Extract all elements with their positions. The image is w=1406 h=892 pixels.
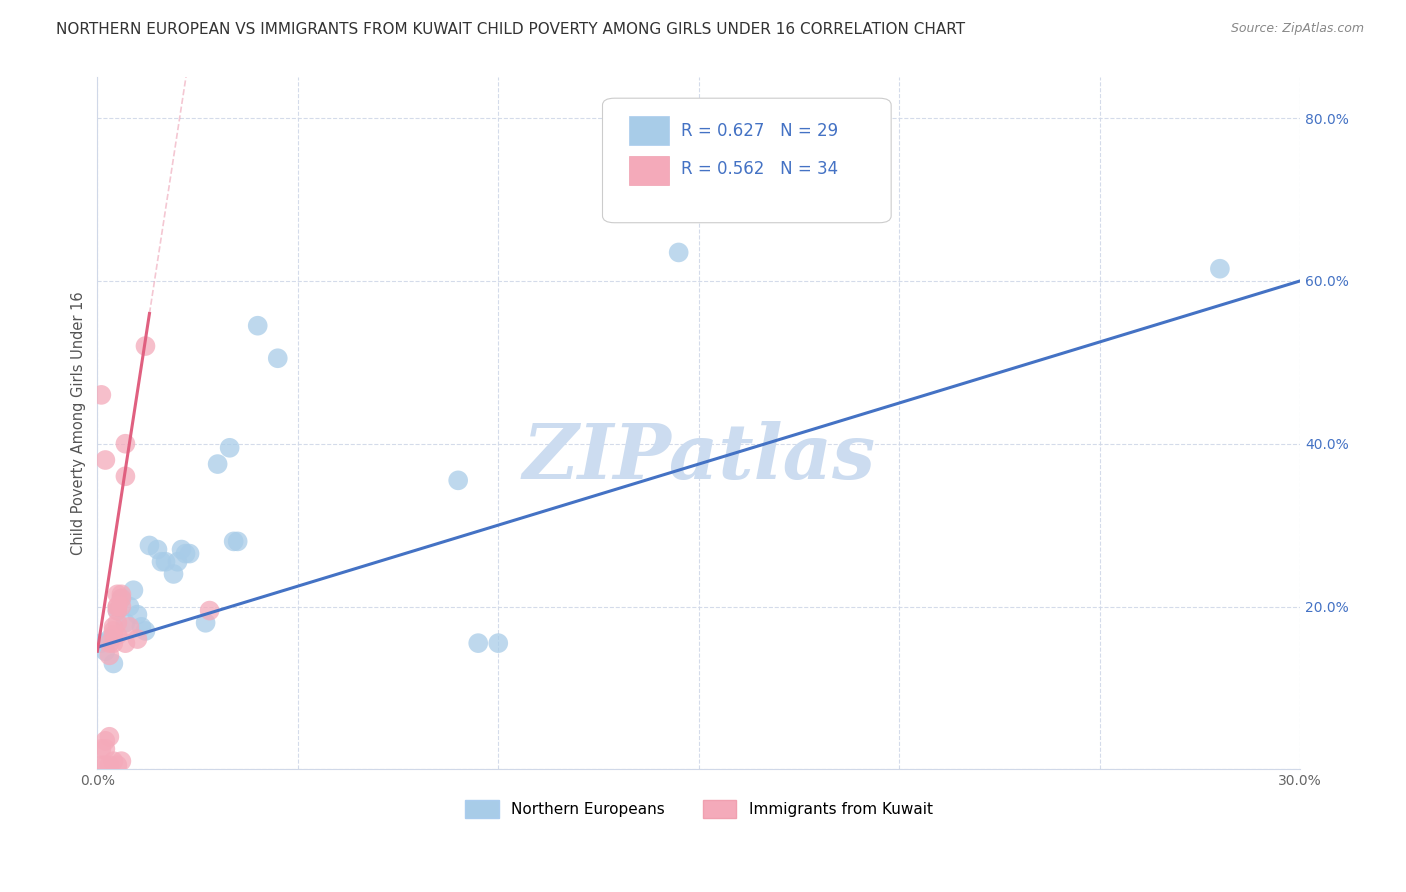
Point bbox=[267, 351, 290, 366]
Point bbox=[110, 599, 132, 614]
Point bbox=[90, 758, 112, 772]
Point bbox=[150, 555, 173, 569]
Point bbox=[98, 730, 121, 744]
Point bbox=[467, 636, 489, 650]
Point bbox=[162, 566, 184, 581]
Text: Source: ZipAtlas.com: Source: ZipAtlas.com bbox=[1230, 22, 1364, 36]
Point bbox=[668, 245, 690, 260]
Text: ZIPatlas: ZIPatlas bbox=[522, 421, 876, 495]
Point bbox=[103, 628, 125, 642]
Point bbox=[218, 441, 240, 455]
Text: NORTHERN EUROPEAN VS IMMIGRANTS FROM KUWAIT CHILD POVERTY AMONG GIRLS UNDER 16 C: NORTHERN EUROPEAN VS IMMIGRANTS FROM KUW… bbox=[56, 22, 966, 37]
Point bbox=[105, 628, 128, 642]
Point bbox=[486, 636, 509, 650]
Point bbox=[179, 547, 201, 561]
Point bbox=[134, 624, 156, 638]
Point bbox=[198, 604, 221, 618]
Point bbox=[103, 624, 125, 638]
Point bbox=[94, 742, 117, 756]
Legend: Northern Europeans, Immigrants from Kuwait: Northern Europeans, Immigrants from Kuwa… bbox=[458, 794, 939, 824]
Point bbox=[138, 539, 160, 553]
Point bbox=[114, 436, 136, 450]
Point bbox=[103, 754, 125, 768]
FancyBboxPatch shape bbox=[628, 155, 669, 185]
Point bbox=[98, 758, 121, 772]
Point bbox=[105, 615, 128, 630]
Point bbox=[174, 547, 197, 561]
Point bbox=[222, 534, 245, 549]
Point bbox=[127, 607, 149, 622]
FancyBboxPatch shape bbox=[603, 98, 891, 223]
Point bbox=[103, 636, 125, 650]
Point bbox=[114, 636, 136, 650]
Point bbox=[90, 636, 112, 650]
Point bbox=[134, 339, 156, 353]
Point bbox=[447, 474, 470, 488]
Point bbox=[114, 615, 136, 630]
Point bbox=[98, 648, 121, 663]
Text: R = 0.627   N = 29: R = 0.627 N = 29 bbox=[681, 121, 838, 140]
Point bbox=[94, 453, 117, 467]
Point bbox=[146, 542, 169, 557]
Point bbox=[105, 599, 128, 614]
Point bbox=[207, 457, 229, 471]
Point bbox=[98, 636, 121, 650]
Point bbox=[194, 615, 217, 630]
Point bbox=[105, 604, 128, 618]
Point bbox=[226, 534, 249, 549]
Point bbox=[103, 620, 125, 634]
Point bbox=[94, 758, 117, 772]
Point bbox=[105, 587, 128, 601]
Point bbox=[246, 318, 269, 333]
Point bbox=[170, 542, 193, 557]
Point bbox=[110, 754, 132, 768]
Point bbox=[103, 657, 125, 671]
Point bbox=[118, 620, 141, 634]
Point bbox=[98, 632, 121, 646]
Point bbox=[90, 388, 112, 402]
Point bbox=[94, 734, 117, 748]
Point bbox=[155, 555, 177, 569]
Point bbox=[105, 604, 128, 618]
Point bbox=[110, 591, 132, 606]
Point bbox=[110, 587, 132, 601]
FancyBboxPatch shape bbox=[628, 116, 669, 145]
Point bbox=[131, 620, 153, 634]
Point bbox=[1209, 261, 1232, 276]
Y-axis label: Child Poverty Among Girls Under 16: Child Poverty Among Girls Under 16 bbox=[72, 292, 86, 555]
Point bbox=[127, 632, 149, 646]
Point bbox=[105, 758, 128, 772]
Point bbox=[90, 742, 112, 756]
Point bbox=[114, 469, 136, 483]
Point bbox=[94, 644, 117, 658]
Point bbox=[166, 555, 188, 569]
Point bbox=[122, 583, 145, 598]
Point bbox=[105, 599, 128, 614]
Point bbox=[110, 591, 132, 606]
Text: R = 0.562   N = 34: R = 0.562 N = 34 bbox=[681, 161, 838, 178]
Point bbox=[118, 599, 141, 614]
